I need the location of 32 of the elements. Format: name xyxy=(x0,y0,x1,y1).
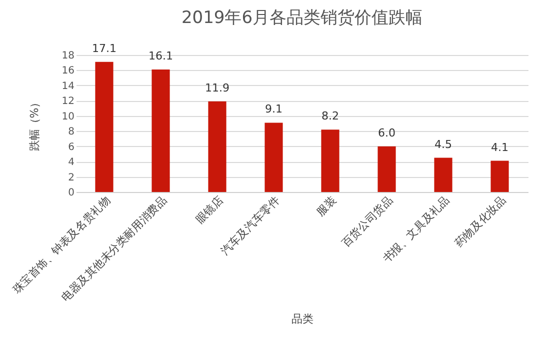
y-axis-title: 跌幅（%） xyxy=(28,96,41,152)
bar xyxy=(321,130,340,192)
chart-title: 2019年6月各品类销货价值跌幅 xyxy=(181,8,423,28)
x-tick-label: 药物及化妆品 xyxy=(452,194,508,250)
y-tick-label: 2 xyxy=(68,172,74,184)
y-tick-label: 8 xyxy=(68,126,74,138)
data-label: 6.0 xyxy=(378,126,396,140)
y-tick-label: 14 xyxy=(62,80,74,92)
y-tick-label: 6 xyxy=(68,142,74,153)
x-tick-label: 服装 xyxy=(314,194,339,219)
data-label: 16.1 xyxy=(148,49,173,62)
bar xyxy=(208,101,226,192)
y-tick-label: 18 xyxy=(62,50,74,62)
data-label: 8.2 xyxy=(322,110,339,123)
bar xyxy=(490,160,509,192)
data-label: 11.9 xyxy=(205,81,230,94)
data-label: 17.1 xyxy=(92,42,116,55)
bar xyxy=(95,62,114,192)
bar xyxy=(264,122,283,192)
y-tick-label: 16 xyxy=(62,66,74,77)
x-axis-title: 品类 xyxy=(292,312,314,326)
x-tick-label: 眼镜店 xyxy=(193,194,226,226)
y-tick-label: 4 xyxy=(68,157,74,168)
data-label: 9.1 xyxy=(265,102,282,116)
y-tick-label: 12 xyxy=(62,96,74,108)
bar xyxy=(434,158,452,192)
data-label: 4.1 xyxy=(491,140,508,154)
y-tick-label: 0 xyxy=(68,188,74,198)
bar xyxy=(378,146,396,192)
bar xyxy=(152,69,170,192)
y-tick-label: 10 xyxy=(62,111,74,122)
data-label: 4.5 xyxy=(434,138,452,151)
